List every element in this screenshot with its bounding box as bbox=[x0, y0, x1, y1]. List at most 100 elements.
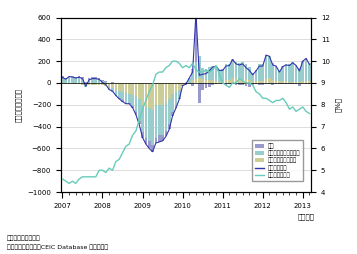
Bar bbox=[108, 87, 111, 89]
Bar bbox=[141, 83, 144, 105]
Bar bbox=[211, 66, 214, 80]
Bar bbox=[268, 83, 271, 84]
Bar bbox=[145, 107, 147, 137]
Bar bbox=[255, 70, 257, 81]
Bar bbox=[308, 83, 311, 84]
Bar bbox=[271, 63, 274, 80]
Bar bbox=[258, 83, 261, 85]
Bar bbox=[245, 78, 247, 83]
Bar bbox=[81, 77, 84, 83]
Bar bbox=[258, 65, 261, 81]
Bar bbox=[265, 78, 267, 83]
Bar bbox=[268, 77, 271, 83]
失業率（右軸） bbox=[307, 112, 312, 115]
失業率（右軸） bbox=[84, 175, 88, 178]
雇用者数増減 bbox=[80, 77, 85, 80]
Bar bbox=[98, 83, 100, 85]
Bar bbox=[195, 13, 197, 62]
Bar bbox=[181, 83, 184, 85]
Bar bbox=[151, 83, 154, 110]
Bar bbox=[301, 62, 304, 81]
Bar bbox=[231, 77, 234, 83]
Bar bbox=[241, 80, 244, 83]
Bar bbox=[231, 59, 234, 77]
Bar bbox=[261, 81, 264, 83]
Bar bbox=[78, 77, 80, 83]
雇用者数増減 bbox=[60, 76, 65, 79]
Bar bbox=[298, 68, 301, 82]
Bar bbox=[218, 70, 221, 71]
Bar bbox=[135, 83, 137, 96]
Bar bbox=[141, 105, 144, 132]
Bar bbox=[128, 103, 131, 104]
Bar bbox=[161, 135, 164, 141]
失業率（右軸） bbox=[254, 90, 258, 93]
Bar bbox=[165, 103, 167, 131]
Bar bbox=[275, 66, 277, 81]
雇用者数増減 bbox=[254, 69, 258, 72]
Bar bbox=[261, 83, 264, 85]
Bar bbox=[225, 65, 227, 80]
Bar bbox=[228, 65, 231, 80]
Bar bbox=[255, 83, 257, 84]
Bar bbox=[155, 83, 157, 105]
Bar bbox=[295, 83, 297, 84]
Bar bbox=[105, 81, 107, 82]
Bar bbox=[68, 83, 70, 84]
Bar bbox=[111, 88, 114, 92]
Bar bbox=[271, 80, 274, 83]
Bar bbox=[221, 69, 224, 83]
Bar bbox=[85, 85, 87, 87]
Bar bbox=[148, 83, 151, 108]
Text: 備考：季節調整値。: 備考：季節調整値。 bbox=[7, 235, 41, 241]
Bar bbox=[308, 81, 311, 83]
Bar bbox=[298, 83, 301, 86]
Bar bbox=[138, 83, 141, 99]
Bar bbox=[121, 100, 124, 102]
Bar bbox=[101, 81, 104, 83]
Bar bbox=[201, 83, 204, 89]
Bar bbox=[235, 62, 237, 77]
Bar bbox=[288, 65, 291, 82]
Bar bbox=[271, 83, 274, 85]
Bar bbox=[118, 91, 121, 98]
Bar bbox=[201, 68, 204, 78]
Bar bbox=[95, 83, 97, 85]
Bar bbox=[128, 94, 131, 103]
Bar bbox=[248, 83, 251, 87]
Bar bbox=[218, 82, 221, 83]
Bar bbox=[64, 83, 67, 84]
Bar bbox=[215, 83, 217, 84]
Bar bbox=[228, 80, 231, 83]
Bar bbox=[108, 83, 111, 87]
Bar bbox=[275, 83, 277, 84]
Bar bbox=[278, 81, 281, 83]
Bar bbox=[125, 93, 127, 103]
Bar bbox=[118, 83, 121, 91]
Bar bbox=[308, 63, 311, 81]
Bar bbox=[61, 83, 64, 84]
Bar bbox=[145, 83, 147, 107]
Bar bbox=[85, 83, 87, 85]
Bar bbox=[215, 81, 217, 83]
Bar bbox=[61, 77, 64, 83]
Bar bbox=[195, 78, 197, 83]
Bar bbox=[188, 77, 191, 83]
Bar bbox=[285, 81, 287, 83]
Bar bbox=[251, 83, 254, 85]
Bar bbox=[245, 83, 247, 86]
Bar bbox=[238, 63, 241, 78]
失業率（右軸） bbox=[60, 178, 65, 181]
Bar bbox=[258, 81, 261, 83]
Bar bbox=[165, 83, 167, 103]
Bar bbox=[285, 83, 287, 84]
Bar bbox=[168, 83, 171, 99]
Bar bbox=[88, 83, 90, 85]
Bar bbox=[251, 82, 254, 83]
雇用者数増減 bbox=[287, 64, 292, 67]
Bar bbox=[281, 66, 284, 81]
Bar bbox=[288, 82, 291, 83]
Bar bbox=[268, 56, 271, 77]
Bar bbox=[178, 83, 181, 89]
Bar bbox=[265, 83, 267, 84]
